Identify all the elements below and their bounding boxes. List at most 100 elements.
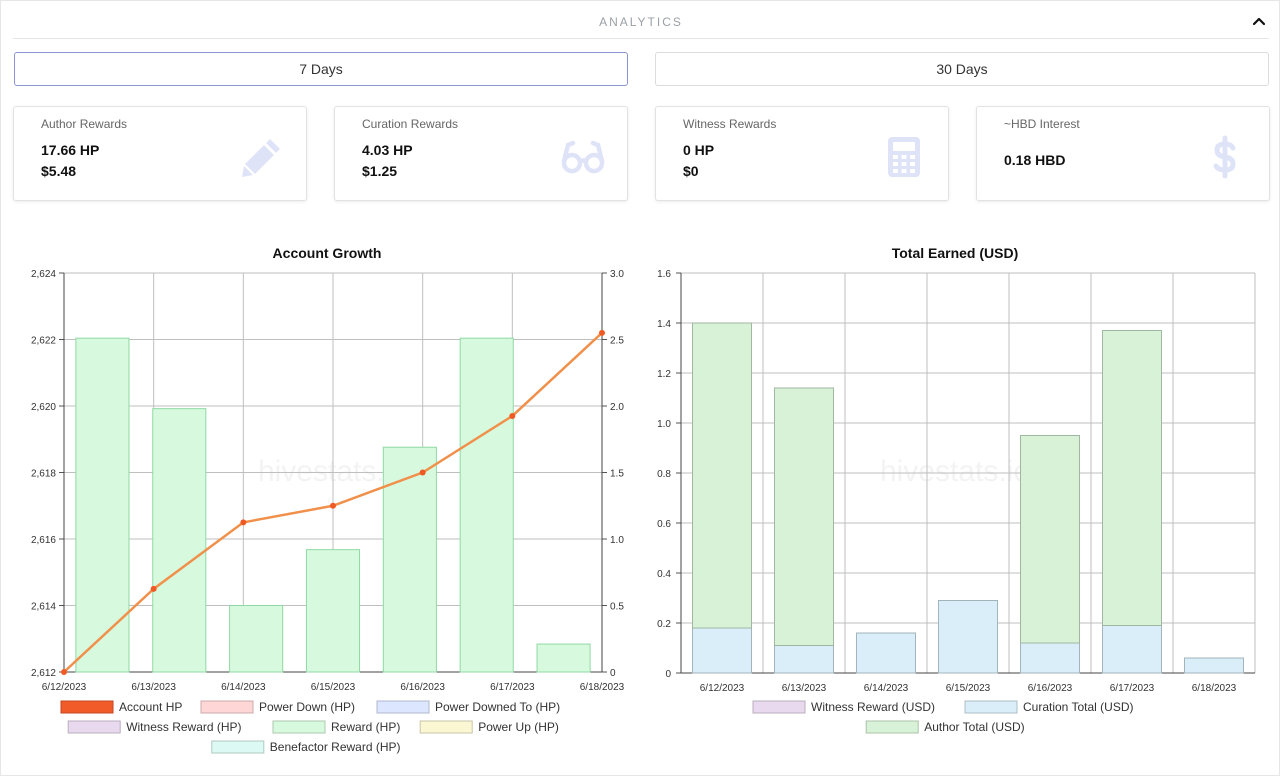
y-right-tick-label: 2.5 [610, 336, 624, 347]
card-title: ~HBD Interest [1004, 117, 1080, 131]
legend-swatch [272, 720, 326, 734]
y-tick-label: 1.4 [657, 319, 671, 330]
x-tick-label: 6/16/2023 [400, 682, 445, 693]
chart-title: Account Growth [273, 245, 382, 261]
x-tick-label: 6/13/2023 [782, 683, 827, 694]
y-left-tick-label: 2,624 [31, 269, 56, 280]
stacked-bar-segment [773, 387, 835, 646]
legend-swatch [752, 700, 806, 714]
card-value-hp: 4.03 HP [362, 142, 413, 158]
x-tick-label: 6/17/2023 [490, 682, 535, 693]
stacked-bar-segment [937, 600, 999, 674]
analytics-header-title: ANALYTICS [599, 15, 683, 29]
x-tick-label: 6/17/2023 [1110, 683, 1155, 694]
legend-label: Reward (HP) [331, 720, 400, 734]
y-tick-label: 0.8 [657, 469, 671, 480]
card-value-usd: $0 [683, 163, 699, 179]
reward-hp-bar [75, 337, 130, 673]
account-hp-point [509, 412, 516, 419]
reward-hp-bar [536, 643, 591, 673]
tab-7-days[interactable]: 7 Days [14, 52, 628, 86]
y-left-tick-label: 2,614 [31, 602, 56, 613]
x-tick-label: 6/15/2023 [946, 683, 991, 694]
legend-swatch [200, 700, 254, 714]
y-left-tick-label: 2,616 [31, 535, 56, 546]
y-tick-label: 0.6 [657, 519, 671, 530]
legend-label: Account HP [119, 700, 182, 714]
header-divider [13, 38, 1269, 39]
stacked-bar-segment [1019, 642, 1081, 674]
legend-swatch [67, 720, 121, 734]
stacked-bar-segment [691, 322, 753, 629]
y-tick-label: 1.2 [657, 369, 671, 380]
legend-label: Author Total (USD) [924, 720, 1024, 734]
y-tick-label: 0 [665, 669, 671, 680]
legend-swatch [376, 700, 430, 714]
legend-swatch [211, 740, 265, 754]
legend-label: Benefactor Reward (HP) [270, 740, 401, 754]
stacked-bar-segment [1019, 435, 1081, 644]
hbd-interest-card: ~HBD Interest 0.18 HBD [976, 106, 1270, 201]
stacked-bar-segment [1101, 625, 1163, 674]
legend-swatch [60, 700, 114, 714]
account-hp-point [330, 502, 336, 509]
x-tick-label: 6/15/2023 [311, 682, 356, 693]
author-rewards-card: Author Rewards 17.66 HP $5.48 [13, 106, 307, 201]
y-right-tick-label: 2.0 [610, 402, 624, 413]
legend-label: Power Up (HP) [478, 720, 559, 734]
card-value-hp: 0 HP [683, 142, 715, 158]
y-tick-label: 0.2 [657, 619, 671, 630]
stacked-bar-segment [691, 627, 753, 674]
y-right-tick-label: 1.5 [610, 469, 624, 480]
reward-hp-bar [229, 605, 284, 673]
y-tick-label: 1.6 [657, 269, 671, 280]
card-value-hbd: 0.18 HBD [1004, 152, 1066, 168]
account-hp-point [240, 519, 247, 526]
reward-hp-bar [382, 446, 437, 673]
x-tick-label: 6/12/2023 [700, 683, 745, 694]
card-value-hp: 17.66 HP [41, 142, 100, 158]
pencil-icon [242, 139, 280, 177]
legend-label: Power Downed To (HP) [435, 700, 560, 714]
glasses-icon [561, 140, 605, 174]
x-tick-label: 6/12/2023 [42, 682, 87, 693]
y-tick-label: 1.0 [657, 419, 671, 430]
y-right-tick-label: 1.0 [610, 535, 624, 546]
y-right-tick-label: 0.5 [610, 602, 624, 613]
legend-label: Curation Total (USD) [1023, 700, 1133, 714]
chevron-up-icon[interactable] [1251, 13, 1267, 29]
x-tick-label: 6/14/2023 [864, 683, 909, 694]
y-right-tick-label: 3.0 [610, 269, 624, 280]
reward-hp-bar [305, 549, 361, 673]
calculator-icon [888, 137, 920, 177]
card-title: Curation Rewards [362, 117, 459, 131]
account-hp-point [599, 329, 605, 336]
y-left-tick-label: 2,622 [31, 336, 56, 347]
stacked-bar-segment [773, 645, 835, 674]
legend-swatch [964, 700, 1018, 714]
y-left-tick-label: 2,618 [31, 469, 56, 480]
chart-title: Total Earned (USD) [892, 245, 1019, 261]
chart-watermark: hivestats.io [880, 455, 1030, 488]
legend-label: Witness Reward (USD) [811, 700, 935, 714]
tab-30-days[interactable]: 30 Days [655, 52, 1269, 86]
card-value-usd: $1.25 [362, 163, 398, 179]
curation-rewards-card: Curation Rewards 4.03 HP $1.25 [334, 106, 628, 201]
account-hp-point [61, 669, 67, 675]
total-earned-chart: Total Earned (USD) hivestats.io 0 0.2 0.4 0.6… [657, 245, 1256, 734]
stacked-bar-segment [1183, 657, 1245, 674]
legend-label: Witness Reward (HP) [126, 720, 241, 734]
stacked-bar-segment [855, 632, 917, 674]
account-hp-point [419, 469, 426, 476]
reward-hp-bar [152, 408, 207, 673]
card-title: Author Rewards [41, 117, 128, 131]
legend-swatch [865, 720, 919, 734]
account-hp-point [150, 585, 157, 592]
y-left-tick-label: 2,612 [31, 668, 56, 679]
y-tick-label: 0.4 [657, 569, 671, 580]
reward-hp-bar [459, 337, 514, 673]
x-tick-label: 6/18/2023 [580, 682, 625, 693]
stacked-bar-segment [1101, 330, 1163, 626]
x-tick-label: 6/16/2023 [1028, 683, 1073, 694]
